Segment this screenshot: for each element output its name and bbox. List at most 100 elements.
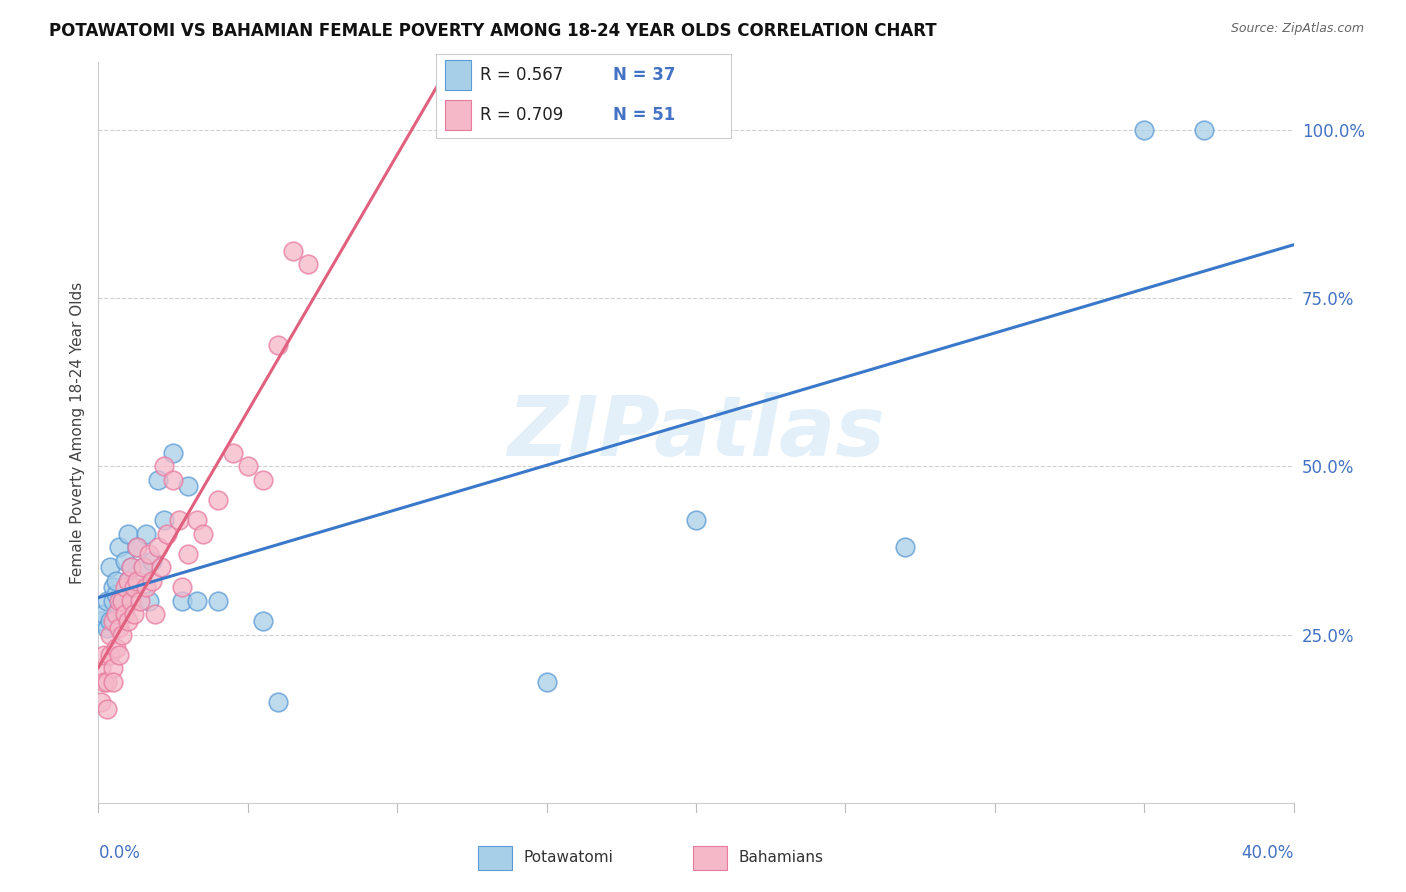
- Point: [191, 526, 214, 541]
- Point: [172, 581, 194, 595]
- Point: [120, 560, 142, 574]
- Point: [252, 614, 274, 628]
- Point: [141, 553, 163, 567]
- Point: [177, 479, 200, 493]
- Point: [90, 695, 112, 709]
- Point: [685, 513, 707, 527]
- Point: [135, 526, 157, 541]
- Text: 0.0%: 0.0%: [98, 844, 141, 862]
- Point: [108, 600, 131, 615]
- Point: [108, 594, 131, 608]
- Point: [98, 648, 122, 662]
- Point: [138, 594, 160, 608]
- Point: [1133, 122, 1156, 136]
- Text: Bahamians: Bahamians: [740, 850, 824, 864]
- Point: [132, 560, 155, 574]
- Text: Source: ZipAtlas.com: Source: ZipAtlas.com: [1230, 22, 1364, 36]
- Point: [127, 540, 149, 554]
- Point: [129, 594, 152, 608]
- Point: [894, 540, 917, 554]
- Point: [111, 594, 134, 608]
- Point: [98, 627, 122, 641]
- Point: [93, 674, 115, 689]
- Point: [127, 574, 149, 588]
- Point: [96, 674, 118, 689]
- Point: [93, 607, 115, 622]
- Point: [124, 607, 146, 622]
- Point: [103, 594, 125, 608]
- Point: [90, 661, 112, 675]
- Point: [186, 513, 208, 527]
- Point: [111, 594, 134, 608]
- Point: [111, 627, 134, 641]
- Bar: [693, 846, 727, 871]
- Point: [114, 581, 136, 595]
- Point: [90, 614, 112, 628]
- Point: [105, 574, 128, 588]
- Point: [96, 621, 118, 635]
- Point: [132, 560, 155, 574]
- Point: [103, 674, 125, 689]
- Point: [103, 581, 125, 595]
- Point: [267, 695, 290, 709]
- Point: [127, 540, 149, 554]
- Bar: [444, 100, 471, 130]
- Point: [162, 473, 184, 487]
- Point: [117, 526, 139, 541]
- Point: [98, 614, 122, 628]
- Point: [186, 594, 208, 608]
- Point: [162, 446, 184, 460]
- Point: [207, 492, 229, 507]
- Text: 40.0%: 40.0%: [1241, 844, 1294, 862]
- Point: [124, 581, 146, 595]
- Point: [124, 581, 146, 595]
- Point: [105, 587, 128, 601]
- Point: [114, 607, 136, 622]
- Point: [117, 574, 139, 588]
- Point: [172, 594, 194, 608]
- Point: [167, 513, 190, 527]
- Point: [536, 674, 558, 689]
- Bar: [478, 846, 512, 871]
- Point: [222, 446, 245, 460]
- Point: [108, 540, 131, 554]
- Point: [1192, 122, 1215, 136]
- Bar: [444, 61, 471, 90]
- Point: [103, 661, 125, 675]
- Point: [108, 648, 131, 662]
- Point: [281, 244, 304, 258]
- Point: [103, 614, 125, 628]
- Point: [143, 607, 166, 622]
- Point: [148, 473, 170, 487]
- Point: [138, 547, 160, 561]
- Point: [135, 581, 157, 595]
- Point: [156, 526, 179, 541]
- Point: [252, 473, 274, 487]
- Point: [117, 574, 139, 588]
- Text: Potawatomi: Potawatomi: [524, 850, 613, 864]
- Point: [177, 547, 200, 561]
- Point: [120, 560, 142, 574]
- Point: [148, 540, 170, 554]
- Text: N = 51: N = 51: [613, 105, 675, 123]
- Point: [153, 459, 176, 474]
- Point: [105, 607, 128, 622]
- Point: [297, 257, 319, 271]
- Point: [117, 614, 139, 628]
- Point: [96, 701, 118, 715]
- Text: POTAWATOMI VS BAHAMIAN FEMALE POVERTY AMONG 18-24 YEAR OLDS CORRELATION CHART: POTAWATOMI VS BAHAMIAN FEMALE POVERTY AM…: [49, 22, 936, 40]
- Point: [108, 621, 131, 635]
- Point: [153, 513, 176, 527]
- Point: [96, 594, 118, 608]
- Point: [93, 648, 115, 662]
- Text: N = 37: N = 37: [613, 66, 675, 84]
- Text: ZIPatlas: ZIPatlas: [508, 392, 884, 473]
- Point: [105, 640, 128, 655]
- Text: R = 0.709: R = 0.709: [481, 105, 564, 123]
- Point: [150, 560, 173, 574]
- Point: [141, 574, 163, 588]
- Y-axis label: Female Poverty Among 18-24 Year Olds: Female Poverty Among 18-24 Year Olds: [69, 282, 84, 583]
- Point: [98, 560, 122, 574]
- Text: R = 0.567: R = 0.567: [481, 66, 564, 84]
- Point: [267, 338, 290, 352]
